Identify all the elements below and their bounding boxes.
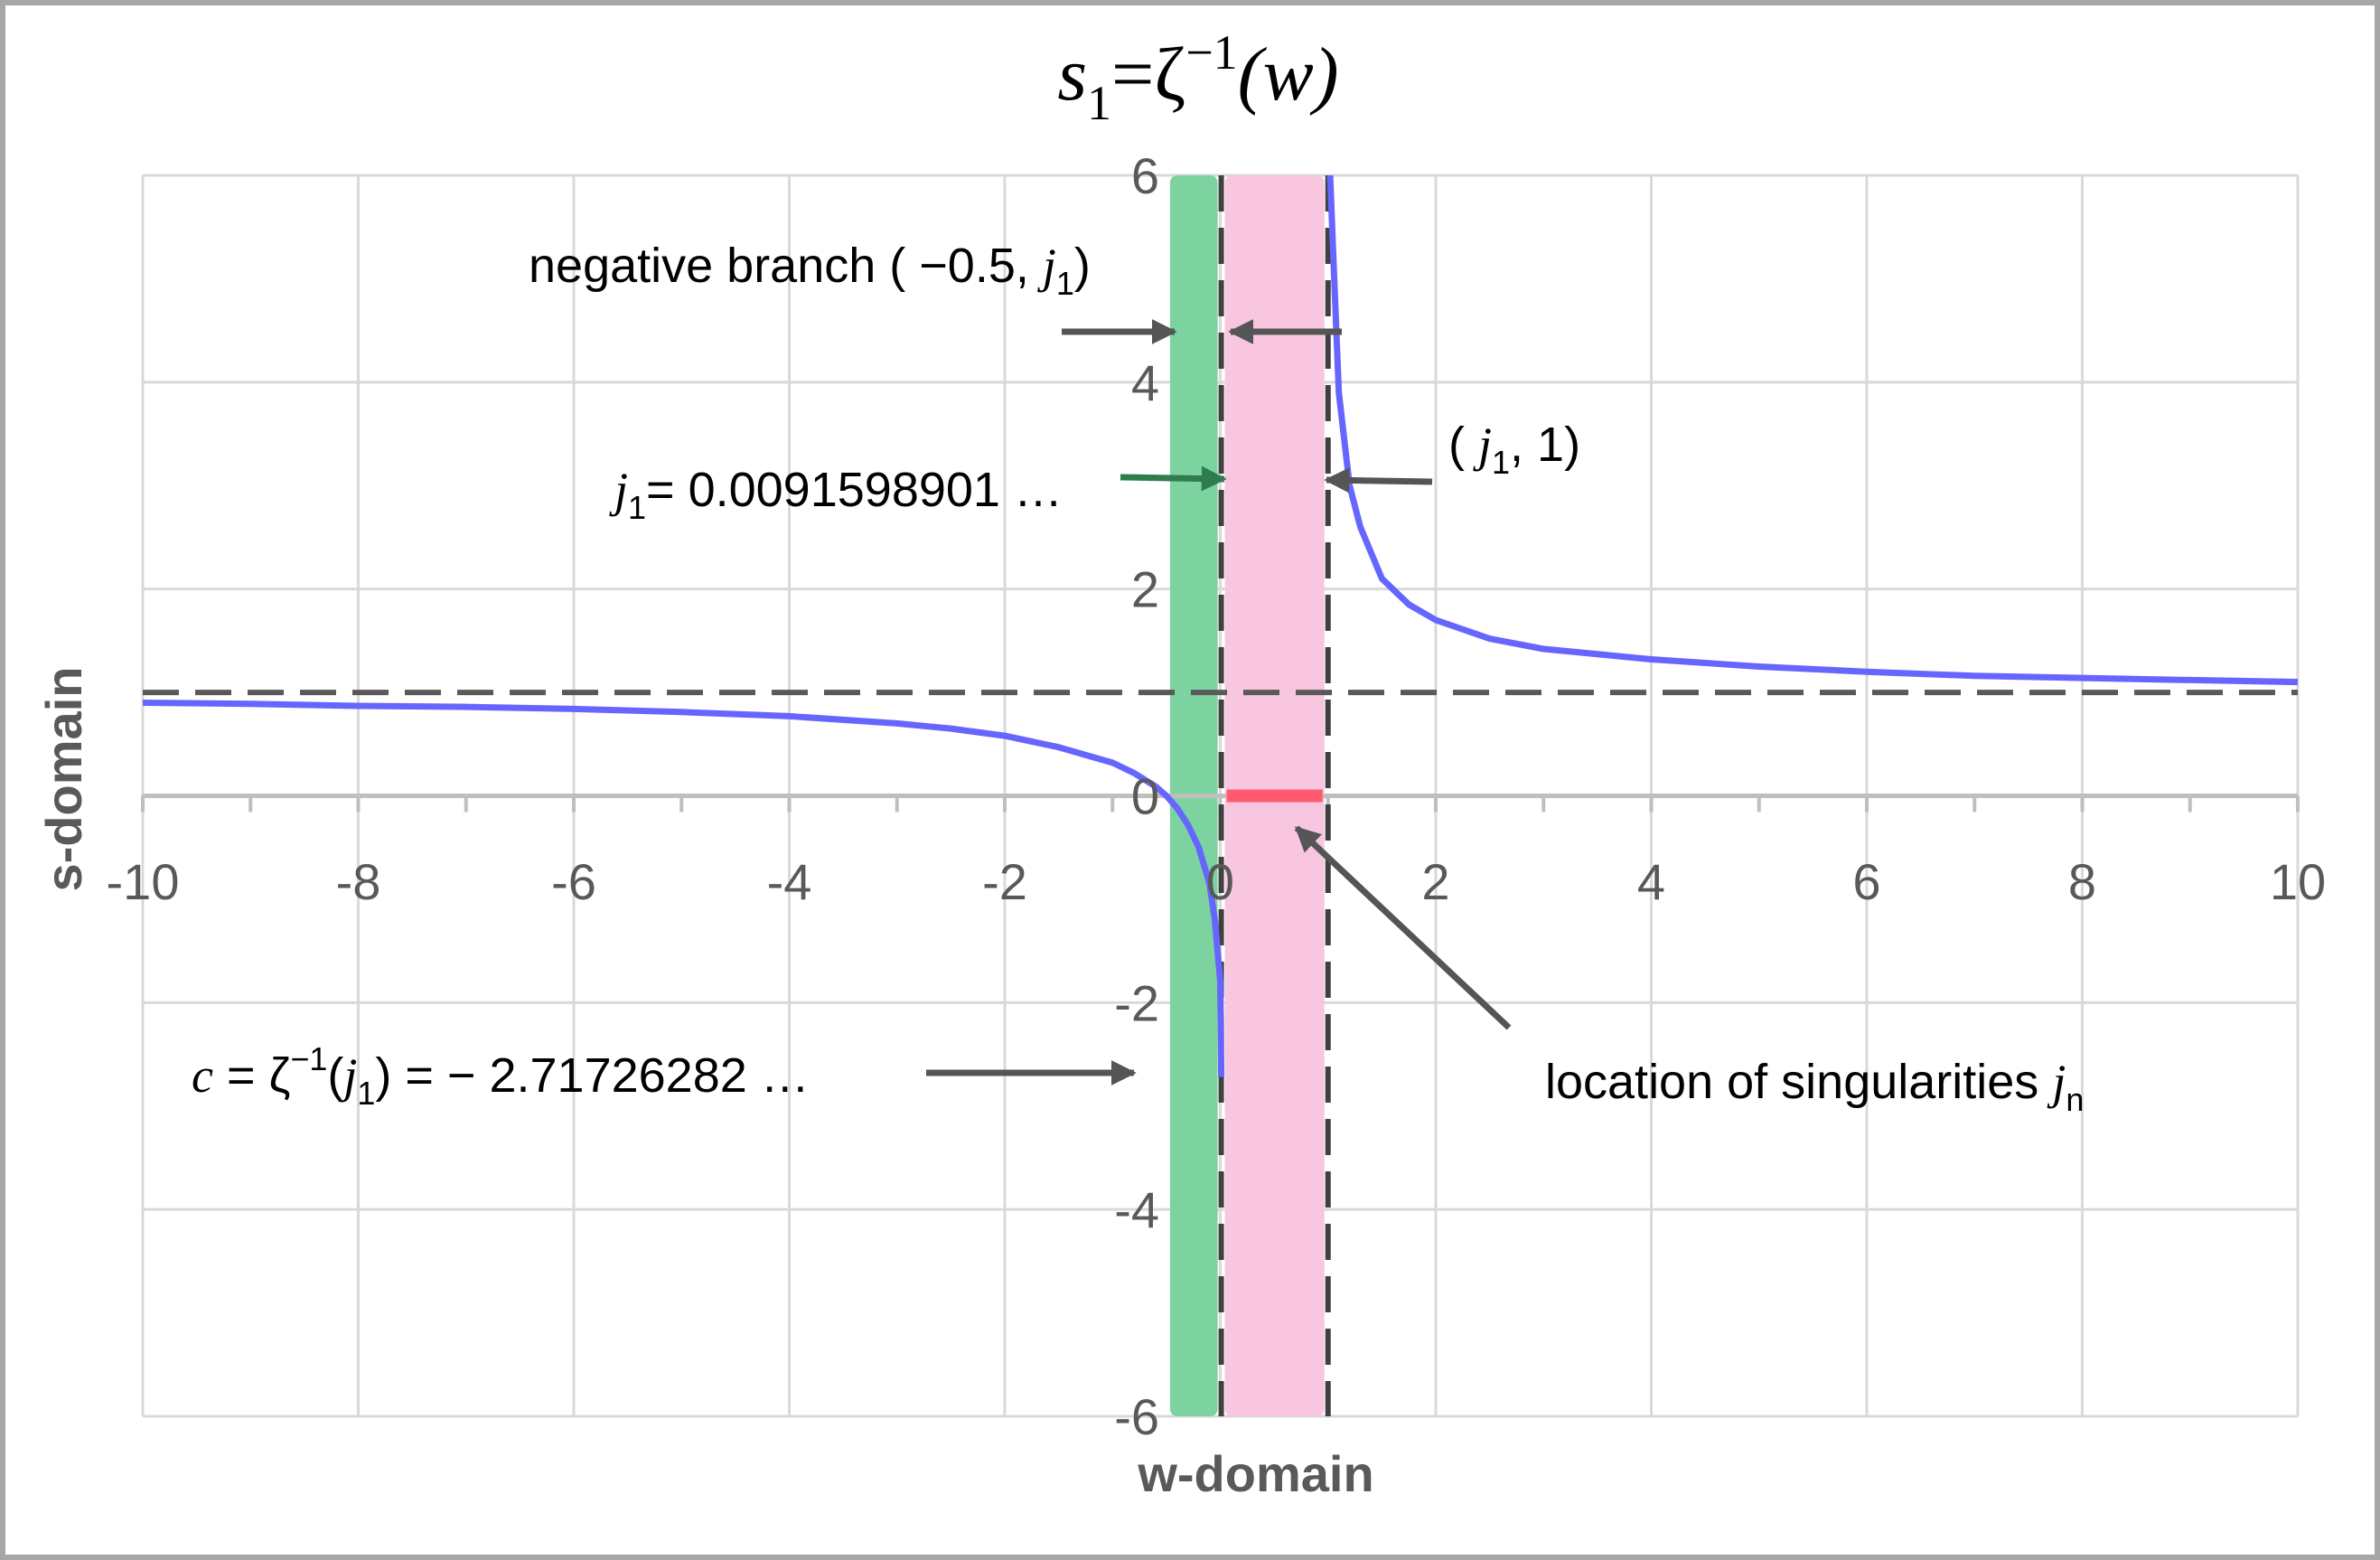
arrow-singularities	[1294, 825, 1512, 1030]
x-tick-label: -10	[107, 853, 180, 910]
arrow-j1-one	[1324, 467, 1433, 493]
annotation-j1-value: j1= 0.0091598901 …	[609, 463, 1063, 526]
x-tick-label: 0	[1206, 853, 1234, 910]
tick-labels: -10 -8 -6 -4 -2 0 2 4 6 8 10 -6 -4 -2 0 2 4 6	[107, 147, 2327, 1445]
x-tick-label: 6	[1852, 853, 1880, 910]
y-tick-label: 0	[1131, 768, 1159, 825]
series-line-left-branch	[142, 700, 1225, 1077]
y-tick-label: -4	[1114, 1181, 1159, 1238]
x-tick-label: 8	[2068, 853, 2096, 910]
y-tick-label: 6	[1131, 147, 1159, 204]
x-tick-label: 2	[1421, 853, 1449, 910]
x-tick-label: 10	[2270, 853, 2326, 910]
y-tick-label: 2	[1131, 561, 1159, 618]
x-tick-label: -4	[767, 853, 812, 910]
series-group	[142, 174, 2299, 1077]
arrow-j1	[1120, 465, 1227, 492]
series-line-right-branch	[1326, 174, 2299, 686]
reference-lines	[143, 175, 2298, 1416]
axes	[141, 794, 2300, 813]
annotation-j1-one: ( j1, 1)	[1448, 418, 1580, 481]
chart-title: s1=ζ−1(w)	[1057, 25, 1338, 130]
annotation-c-value: c = ζ−1(j1) = − 2.71726282 …	[192, 1040, 810, 1112]
y-tick-label: 4	[1131, 354, 1159, 411]
annotation-negative-branch: negative branch ( −0.5, j1)	[529, 239, 1091, 302]
x-tick-label: -8	[336, 853, 381, 910]
x-tick-label: -2	[982, 853, 1027, 910]
x-axis-title: w-domain	[1137, 1445, 1373, 1502]
y-axis-title: s-domain	[35, 667, 92, 892]
y-tick-label: -2	[1114, 974, 1159, 1031]
y-tick-label: -6	[1114, 1388, 1159, 1445]
x-tick-label: -6	[551, 853, 596, 910]
x-tick-label: 4	[1637, 853, 1665, 910]
annotation-singularities: location of singularities jn	[1545, 1055, 2084, 1118]
